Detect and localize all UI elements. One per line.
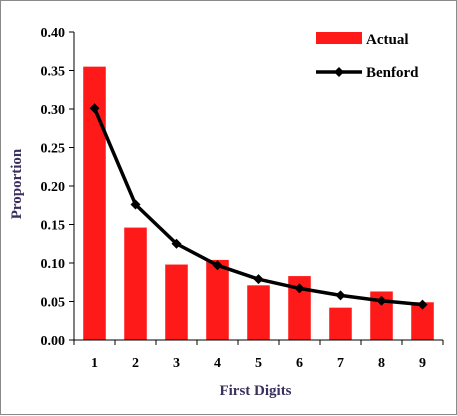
legend-swatch-actual [316, 32, 362, 44]
benford-point-7 [335, 290, 346, 301]
bar-actual-2 [124, 227, 147, 340]
bar-actual-8 [370, 291, 393, 340]
x-tick-label: 8 [378, 356, 385, 371]
legend-label-actual: Actual [366, 32, 409, 48]
benford-point-8 [376, 295, 387, 306]
bar-actual-9 [411, 302, 434, 340]
x-tick-label: 9 [419, 356, 426, 371]
benford-point-2 [130, 199, 141, 210]
x-tick-label: 3 [173, 356, 180, 371]
x-axis-title: First Digits [219, 383, 291, 399]
x-tick-label: 1 [91, 356, 98, 371]
y-tick-label: 0.00 [41, 334, 66, 349]
legend-marker-benford [334, 67, 344, 77]
benford-point-5 [253, 274, 264, 285]
y-tick-label: 0.10 [41, 257, 66, 272]
y-tick-label: 0.15 [41, 219, 66, 234]
y-axis-title: Proportion [9, 148, 25, 219]
x-ticks-group: 1 2 3 4 5 6 7 8 9 [73, 340, 444, 371]
bar-actual-3 [165, 264, 188, 340]
bar-actual-4 [206, 259, 229, 340]
x-tick-label: 6 [296, 356, 303, 371]
benford-point-4 [212, 260, 223, 271]
bar-actual-5 [247, 285, 270, 340]
y-tick-label: 0.25 [41, 142, 66, 157]
legend-label-benford: Benford [366, 65, 419, 81]
y-tick-label: 0.35 [41, 65, 66, 80]
bars-group [83, 66, 434, 341]
x-tick-label: 4 [214, 356, 221, 371]
bar-actual-7 [329, 307, 352, 340]
y-tick-label: 0.30 [41, 103, 66, 118]
y-tick-label: 0.40 [41, 26, 66, 41]
x-tick-label: 5 [255, 356, 262, 371]
legend: Actual Benford [316, 32, 419, 81]
bar-actual-6 [288, 276, 311, 340]
y-tick-label: 0.05 [41, 296, 66, 311]
x-tick-label: 7 [337, 356, 344, 371]
x-tick-label: 2 [132, 356, 139, 371]
benford-point-1 [89, 103, 100, 114]
bar-actual-1 [83, 66, 106, 341]
y-ticks-group: 0.00 0.05 0.10 0.15 0.20 0.25 0.30 0.35 0.40 [41, 26, 74, 349]
benford-point-3 [171, 238, 182, 249]
benford-line-group [89, 103, 428, 310]
benford-point-9 [417, 299, 428, 310]
benford-point-6 [294, 283, 305, 294]
y-tick-label: 0.20 [41, 180, 66, 195]
